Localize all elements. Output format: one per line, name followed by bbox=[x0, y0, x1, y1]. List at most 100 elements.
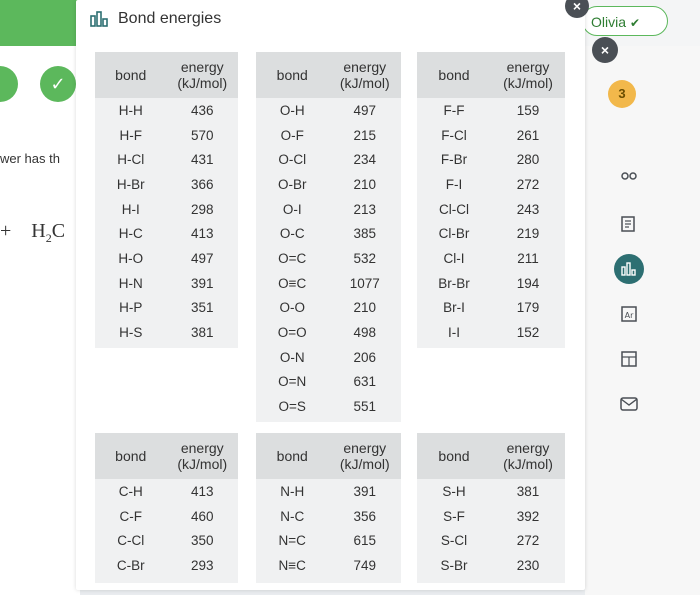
energy-cell: 206 bbox=[353, 349, 377, 365]
table-row: N-H 391 bbox=[256, 479, 401, 504]
table-row: C-F 460 bbox=[95, 504, 238, 529]
table-row: N-C 356 bbox=[256, 504, 401, 529]
energy-cell: 210 bbox=[353, 300, 377, 316]
energy-cell: 293 bbox=[190, 557, 214, 573]
bond-cell: O=S bbox=[278, 399, 306, 415]
energy-cell: 497 bbox=[353, 102, 377, 118]
table-body: F-F 159 F-Cl 261 F-Br 280 F-I 272 Cl-Cl 243 Cl-Br 2… bbox=[417, 98, 565, 345]
bond-cell: I-I bbox=[448, 325, 460, 341]
table-row: H-N 391 bbox=[95, 271, 238, 296]
energy-cell: 532 bbox=[353, 250, 377, 266]
bond-cell: Cl-Br bbox=[438, 226, 470, 242]
table-row: H-P 351 bbox=[95, 296, 238, 321]
energy-cell: 366 bbox=[190, 176, 214, 192]
table-body: N-H 391 N-C 356 N=C 615 N≡C 749 bbox=[256, 479, 401, 578]
notes-icon[interactable] bbox=[614, 209, 644, 239]
table-row: F-I 272 bbox=[417, 172, 565, 197]
energy-cell: 413 bbox=[190, 226, 214, 242]
bond-cell: C-Cl bbox=[117, 533, 145, 549]
periodic-icon[interactable] bbox=[614, 164, 644, 194]
bond-cell: H-N bbox=[118, 275, 143, 291]
energy-cell: 631 bbox=[353, 374, 377, 390]
energy-cell: 749 bbox=[353, 557, 377, 573]
table-row: O-Br 210 bbox=[256, 172, 401, 197]
chart-icon[interactable] bbox=[614, 254, 644, 284]
table-header: bond energy (kJ/mol) bbox=[95, 433, 238, 479]
formula-subscript: 2 bbox=[45, 231, 52, 245]
table-header: bond energy (kJ/mol) bbox=[417, 52, 565, 98]
bond-cell: H-C bbox=[118, 226, 143, 242]
energy-cell: 392 bbox=[516, 508, 540, 524]
energy-cell: 497 bbox=[190, 250, 214, 266]
table-row: F-F 159 bbox=[417, 98, 565, 123]
table-row: N=C 615 bbox=[256, 528, 401, 553]
table-row: C-Cl 350 bbox=[95, 528, 238, 553]
energy-cell: 460 bbox=[190, 508, 214, 524]
table-row: C-Br 293 bbox=[95, 553, 238, 578]
energy-cell: 385 bbox=[353, 226, 377, 242]
energy-cell: 194 bbox=[516, 275, 540, 291]
bond-cell: H-I bbox=[121, 201, 140, 217]
energy-cell: 219 bbox=[516, 226, 540, 242]
calculator-icon[interactable] bbox=[614, 344, 644, 374]
check-step-button[interactable]: ✓ bbox=[40, 66, 76, 102]
energy-cell: 261 bbox=[516, 127, 540, 143]
energy-cell: 234 bbox=[353, 152, 377, 168]
table-row: O-Cl 234 bbox=[256, 147, 401, 172]
bond-cell: F-Br bbox=[440, 152, 468, 168]
table-row: S-Br 230 bbox=[417, 553, 565, 578]
table-row: Br-I 179 bbox=[417, 296, 565, 321]
column-header-bond: bond bbox=[438, 67, 470, 83]
bond-cell: F-Cl bbox=[441, 127, 467, 143]
energy-cell: 272 bbox=[516, 176, 540, 192]
bond-cell: C-H bbox=[118, 483, 143, 499]
column-header-energy: energy (kJ/mol) bbox=[503, 440, 553, 472]
column-header-energy: energy (kJ/mol) bbox=[339, 59, 390, 91]
energy-cell: 615 bbox=[353, 533, 377, 549]
energy-cell: 551 bbox=[353, 399, 377, 415]
question-text: wer has th bbox=[0, 151, 60, 166]
bond-cell: H-H bbox=[118, 102, 143, 118]
energy-cell: 179 bbox=[516, 300, 540, 316]
table-row: H-F 570 bbox=[95, 123, 238, 148]
bond-cell: F-I bbox=[445, 176, 463, 192]
bond-cell: O-Br bbox=[278, 176, 307, 192]
table-row: H-S 381 bbox=[95, 320, 238, 345]
bond-table-h: bond energy (kJ/mol) H-H 436 H-F 570 H-Cl 431 H-… bbox=[95, 52, 238, 348]
bond-cell: S-Cl bbox=[440, 533, 468, 549]
step-dot[interactable] bbox=[0, 66, 18, 102]
close-dialog-button[interactable]: × bbox=[592, 37, 618, 63]
table-row: O-F 215 bbox=[256, 123, 401, 148]
energy-cell: 570 bbox=[190, 127, 214, 143]
table-row: H-O 497 bbox=[95, 246, 238, 271]
energy-cell: 351 bbox=[190, 300, 214, 316]
table-row: Cl-Cl 243 bbox=[417, 197, 565, 222]
energy-cell: 431 bbox=[190, 152, 214, 168]
progress-bar bbox=[0, 0, 78, 46]
bond-table-halogen: bond energy (kJ/mol) F-F 159 F-Cl 261 F-Br 280 F… bbox=[417, 52, 565, 348]
table-row: O-O 210 bbox=[256, 296, 401, 321]
table-body: C-H 413 C-F 460 C-Cl 350 C-Br 293 bbox=[95, 479, 238, 578]
column-header-bond: bond bbox=[276, 448, 308, 464]
table-row: O=C 532 bbox=[256, 246, 401, 271]
table-header: bond energy (kJ/mol) bbox=[256, 52, 401, 98]
bond-cell: O=C bbox=[278, 250, 307, 266]
close-icon[interactable]: × bbox=[565, 0, 589, 18]
bond-cell: Br-Br bbox=[438, 275, 470, 291]
question-area bbox=[0, 46, 80, 595]
bond-table-s: bond energy (kJ/mol) S-H 381 S-F 392 S-Cl 272 S-… bbox=[417, 433, 565, 583]
table-header: bond energy (kJ/mol) bbox=[95, 52, 238, 98]
plus-sign: + bbox=[0, 220, 12, 242]
user-menu-button[interactable]: Olivia ✔ bbox=[582, 6, 668, 36]
table-row: I-I 152 bbox=[417, 320, 565, 345]
mail-icon[interactable] bbox=[614, 389, 644, 419]
formula-tail: C bbox=[51, 220, 66, 242]
bond-cell: N-H bbox=[280, 483, 305, 499]
bond-table-o: bond energy (kJ/mol) O-H 497 O-F 215 O-Cl 234 O-… bbox=[256, 52, 401, 422]
formula: + H2C bbox=[0, 220, 65, 246]
table-row: O≡C 1077 bbox=[256, 271, 401, 296]
periodic-table-icon[interactable]: Ar bbox=[614, 299, 644, 329]
svg-text:Ar: Ar bbox=[625, 311, 634, 320]
table-row: C-H 413 bbox=[95, 479, 238, 504]
table-row: S-F 392 bbox=[417, 504, 565, 529]
